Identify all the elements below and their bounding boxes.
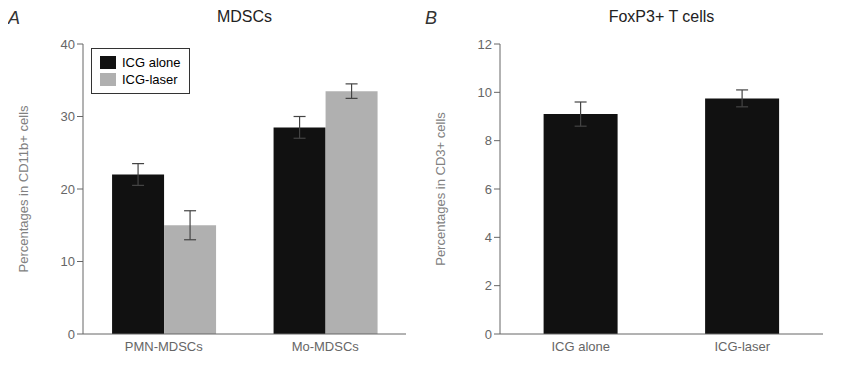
svg-text:ICG alone: ICG alone [551, 339, 610, 354]
svg-text:0: 0 [485, 327, 492, 342]
html-text:A: A [8, 8, 20, 28]
html-text:MDSCs: MDSCs [216, 8, 272, 25]
html-text:ICG alone: ICG alone [122, 55, 181, 70]
svg-text:12: 12 [478, 37, 492, 52]
svg-text:2: 2 [485, 278, 492, 293]
svg-text:10: 10 [478, 85, 492, 100]
svg-text:4: 4 [485, 230, 492, 245]
svg-text:30: 30 [61, 109, 75, 124]
svg-text:20: 20 [61, 182, 75, 197]
html-text:B: B [425, 8, 437, 28]
html-text:FoxP3+ T cells: FoxP3+ T cells [608, 8, 715, 25]
html-text:ICG-laser: ICG-laser [122, 72, 178, 87]
svg-text:PMN-MDSCs: PMN-MDSCs [125, 339, 203, 354]
svg-text:8: 8 [485, 133, 492, 148]
svg-text:ICG-laser: ICG-laser [714, 339, 770, 354]
svg-text:40: 40 [61, 37, 75, 52]
svg-text:Percentages in CD11b+ cells: Percentages in CD11b+ cells [16, 105, 31, 273]
svg-text:Mo-MDSCs: Mo-MDSCs [292, 339, 360, 354]
svg-text:10: 10 [61, 254, 75, 269]
svg-text:Percentages in CD3+ cells: Percentages in CD3+ cells [433, 112, 448, 266]
svg-text:0: 0 [68, 327, 75, 342]
svg-text:6: 6 [485, 182, 492, 197]
